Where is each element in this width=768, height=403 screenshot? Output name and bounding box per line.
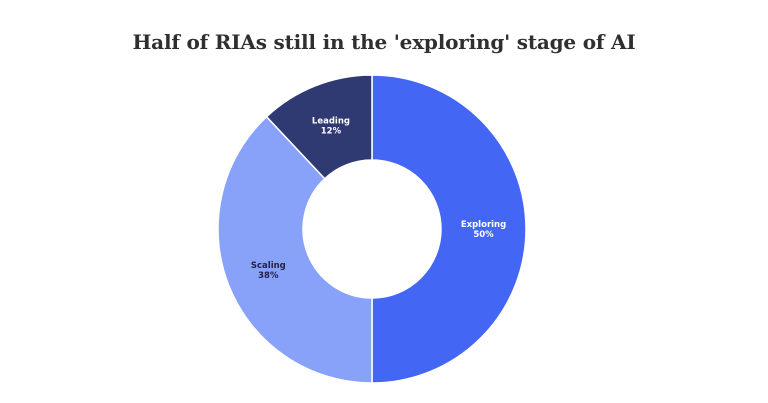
slice-value-exploring: 50% [473, 230, 494, 240]
slice-value-scaling: 38% [258, 271, 279, 281]
slice-label-scaling: Scaling [251, 261, 286, 271]
slice-value-leading: 12% [321, 126, 342, 136]
slice-label-leading: Leading [312, 116, 350, 126]
slice-label-exploring: Exploring [461, 220, 506, 230]
slice-exploring [371, 74, 527, 384]
slice-scaling [217, 115, 373, 384]
slice-leading [265, 74, 373, 180]
chart-title: Half of RIAs still in the 'exploring' st… [132, 30, 636, 54]
